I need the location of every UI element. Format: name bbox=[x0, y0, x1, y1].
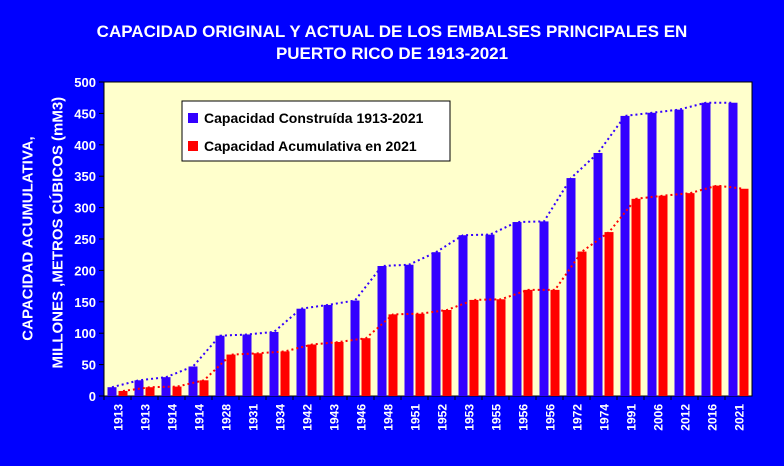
y-tick-label-50: 50 bbox=[82, 358, 96, 373]
y-tick-label-200: 200 bbox=[74, 263, 96, 278]
x-tick-label-5: 1931 bbox=[247, 404, 261, 431]
bar-current-4 bbox=[226, 354, 236, 396]
bar-constructed-12 bbox=[431, 252, 441, 396]
x-tick-label-12: 1952 bbox=[436, 404, 450, 431]
x-tick-label-21: 2012 bbox=[679, 404, 693, 431]
x-tick-label-17: 1972 bbox=[571, 404, 585, 431]
x-tick-label-19: 1991 bbox=[625, 404, 639, 431]
x-tick-label-13: 1953 bbox=[463, 404, 477, 431]
bar-constructed-7 bbox=[296, 308, 306, 396]
bar-constructed-15 bbox=[512, 222, 522, 396]
bar-current-22 bbox=[712, 185, 722, 396]
bar-current-20 bbox=[658, 195, 668, 396]
legend-swatch-1 bbox=[188, 141, 198, 151]
bar-constructed-21 bbox=[674, 109, 684, 396]
x-tick-label-10: 1948 bbox=[382, 404, 396, 431]
bar-current-14 bbox=[496, 299, 506, 396]
bar-constructed-19 bbox=[620, 115, 630, 397]
x-tick-label-1: 1913 bbox=[139, 404, 153, 431]
bar-current-18 bbox=[604, 232, 614, 396]
bar-constructed-16 bbox=[539, 221, 549, 396]
x-tick-label-8: 1943 bbox=[328, 404, 342, 431]
bar-constructed-23 bbox=[728, 102, 738, 396]
bar-current-3 bbox=[199, 380, 209, 396]
legend-swatch-0 bbox=[188, 113, 198, 123]
chart-title-line-2: PUERTO RICO DE 1913-2021 bbox=[275, 44, 509, 63]
bar-constructed-17 bbox=[566, 178, 576, 396]
x-tick-label-15: 1956 bbox=[517, 404, 531, 431]
bar-current-6 bbox=[280, 351, 290, 396]
bar-current-23 bbox=[739, 188, 749, 396]
y-tick-label-300: 300 bbox=[74, 201, 96, 216]
bar-constructed-14 bbox=[485, 234, 495, 396]
legend-box bbox=[181, 100, 451, 162]
chart-title-line-1: CAPACIDAD ORIGINAL Y ACTUAL DE LOS EMBAL… bbox=[96, 22, 688, 41]
bar-current-7 bbox=[307, 344, 317, 396]
x-tick-label-11: 1951 bbox=[409, 404, 423, 431]
bar-constructed-18 bbox=[593, 152, 603, 396]
bar-current-13 bbox=[469, 299, 479, 396]
y-tick-label-350: 350 bbox=[74, 169, 96, 184]
x-tick-label-23: 2021 bbox=[733, 404, 747, 431]
x-tick-label-6: 1934 bbox=[274, 404, 288, 431]
bar-constructed-2 bbox=[161, 377, 171, 396]
x-tick-label-14: 1955 bbox=[490, 404, 504, 431]
bar-current-8 bbox=[334, 341, 344, 396]
bar-current-2 bbox=[172, 386, 182, 396]
bar-constructed-6 bbox=[269, 331, 279, 396]
trendline-constructed bbox=[111, 101, 733, 389]
x-tick-label-20: 2006 bbox=[652, 404, 666, 431]
bar-constructed-10 bbox=[377, 266, 387, 396]
bar-constructed-22 bbox=[701, 102, 711, 396]
bar-current-12 bbox=[442, 309, 452, 396]
bar-constructed-8 bbox=[323, 304, 333, 396]
bar-current-19 bbox=[631, 198, 641, 396]
bar-current-9 bbox=[361, 338, 371, 396]
bar-current-15 bbox=[523, 289, 533, 396]
bar-current-5 bbox=[253, 353, 263, 396]
x-tick-label-0: 1913 bbox=[112, 404, 126, 431]
x-tick-label-2: 1914 bbox=[166, 404, 180, 431]
x-tick-label-9: 1946 bbox=[355, 404, 369, 431]
bar-constructed-4 bbox=[215, 335, 225, 396]
bar-current-17 bbox=[577, 251, 587, 396]
bar-current-1 bbox=[145, 387, 155, 396]
y-tick-label-100: 100 bbox=[74, 326, 96, 341]
x-tick-label-18: 1974 bbox=[598, 404, 612, 431]
x-tick-label-22: 2016 bbox=[706, 404, 720, 431]
bar-current-11 bbox=[415, 313, 425, 396]
bar-constructed-9 bbox=[350, 300, 360, 396]
bar-current-16 bbox=[550, 289, 560, 396]
x-tick-label-16: 1956 bbox=[544, 404, 558, 431]
bar-constructed-20 bbox=[647, 112, 657, 396]
x-tick-label-3: 1914 bbox=[193, 404, 207, 431]
legend-label-0: Capacidad Construída 1913-2021 bbox=[204, 110, 424, 126]
y-tick-label-500: 500 bbox=[74, 75, 96, 90]
y-tick-label-250: 250 bbox=[74, 232, 96, 247]
y-tick-label-450: 450 bbox=[74, 106, 96, 121]
legend-label-1: Capacidad Acumulativa en 2021 bbox=[204, 138, 417, 154]
y-tick-label-150: 150 bbox=[74, 295, 96, 310]
bar-constructed-0 bbox=[107, 387, 117, 396]
x-tick-label-4: 1928 bbox=[220, 404, 234, 431]
bar-current-10 bbox=[388, 314, 398, 396]
bar-constructed-3 bbox=[188, 366, 198, 396]
bar-constructed-5 bbox=[242, 334, 252, 396]
bar-constructed-13 bbox=[458, 235, 468, 396]
bar-current-21 bbox=[685, 193, 695, 396]
x-tick-label-7: 1942 bbox=[301, 404, 315, 431]
y-tick-label-0: 0 bbox=[89, 389, 96, 404]
y-tick-label-400: 400 bbox=[74, 138, 96, 153]
bar-current-0 bbox=[118, 390, 128, 396]
bar-constructed-11 bbox=[404, 264, 414, 396]
